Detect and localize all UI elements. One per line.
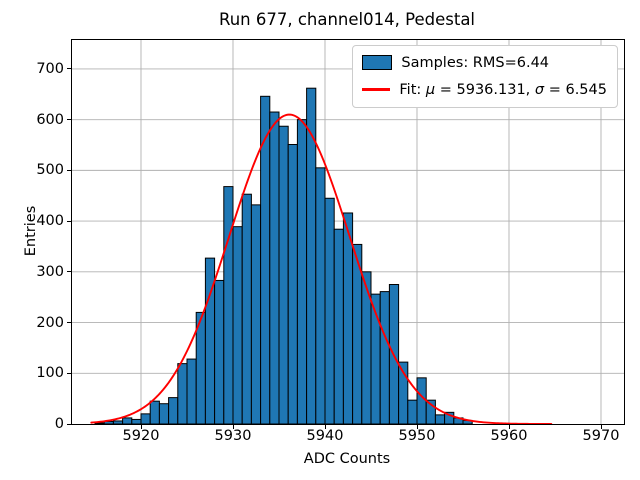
x-tick-mark xyxy=(508,425,510,429)
histogram-bar xyxy=(296,119,308,424)
y-tick-label: 400 xyxy=(36,213,64,230)
histogram-bar xyxy=(140,413,151,424)
y-tick-mark xyxy=(67,68,71,70)
histogram-bar xyxy=(315,167,326,424)
x-axis-label: ADC Counts xyxy=(303,451,391,467)
y-tick-label: 200 xyxy=(36,314,64,331)
y-tick-label: 300 xyxy=(36,263,64,280)
histogram-bar xyxy=(223,186,234,424)
histogram-bar xyxy=(269,111,280,424)
histogram-bar xyxy=(214,279,225,424)
histogram-bar xyxy=(158,403,170,424)
x-tick-label: 5950 xyxy=(398,428,436,444)
histogram-bar xyxy=(168,397,179,424)
histogram-bar xyxy=(398,361,409,424)
x-tick-label: 5970 xyxy=(582,428,620,444)
histogram-bar xyxy=(186,358,197,424)
x-tick-label: 5930 xyxy=(214,428,252,444)
y-tick-mark xyxy=(67,271,71,273)
x-tick-mark xyxy=(600,425,602,429)
histogram-bar xyxy=(149,400,160,424)
histogram-bar xyxy=(407,399,418,424)
x-tick-mark xyxy=(140,425,142,429)
y-tick-mark xyxy=(67,423,71,425)
plot-area: Samples: RMS=6.44 Fit: μ = 5936.131, σ =… xyxy=(71,39,625,425)
y-tick-mark xyxy=(67,220,71,222)
x-tick-label: 5920 xyxy=(122,428,160,444)
histogram-bar xyxy=(112,420,124,424)
histogram-bar xyxy=(131,418,142,424)
fit-line-swatch-icon xyxy=(362,88,391,91)
legend-label-samples: Samples: RMS=6.44 xyxy=(401,54,550,71)
histogram-bar xyxy=(250,204,262,424)
y-tick-mark xyxy=(67,372,71,374)
histogram-bar xyxy=(333,228,344,424)
histogram-bar xyxy=(379,291,390,424)
histogram-bar xyxy=(287,143,298,424)
histogram-bar xyxy=(342,212,354,424)
histogram-bar xyxy=(434,414,446,424)
histogram-bar xyxy=(416,377,427,424)
x-tick-mark xyxy=(232,425,234,429)
histogram-bar xyxy=(122,417,133,424)
legend-entry-samples: Samples: RMS=6.44 xyxy=(362,52,607,73)
histogram-bar xyxy=(278,125,289,424)
histogram-bar xyxy=(177,363,188,424)
samples-swatch-icon xyxy=(362,55,393,70)
y-tick-label: 100 xyxy=(36,365,64,382)
x-tick-mark xyxy=(324,425,326,429)
y-tick-label: 0 xyxy=(54,416,64,432)
x-tick-label: 5960 xyxy=(490,428,528,444)
legend-label-fit: Fit: μ = 5936.131, σ = 6.545 xyxy=(399,81,607,98)
legend-entry-fit: Fit: μ = 5936.131, σ = 6.545 xyxy=(362,79,607,100)
y-tick-label: 500 xyxy=(36,162,64,179)
x-tick-mark xyxy=(416,425,418,429)
x-tick-label: 5940 xyxy=(306,428,344,444)
y-tick-mark xyxy=(67,322,71,324)
legend: Samples: RMS=6.44 Fit: μ = 5936.131, σ =… xyxy=(352,45,618,108)
y-tick-label: 700 xyxy=(36,60,64,77)
y-tick-mark xyxy=(67,169,71,171)
y-tick-mark xyxy=(67,119,71,121)
histogram-bar xyxy=(94,422,105,424)
histogram-bar xyxy=(241,193,252,424)
histogram-bar xyxy=(232,226,243,424)
chart-title: Run 677, channel014, Pedestal xyxy=(218,10,476,29)
histogram-bar xyxy=(324,197,335,424)
y-tick-label: 600 xyxy=(36,111,64,128)
gaussian-fit-curve xyxy=(90,113,553,424)
